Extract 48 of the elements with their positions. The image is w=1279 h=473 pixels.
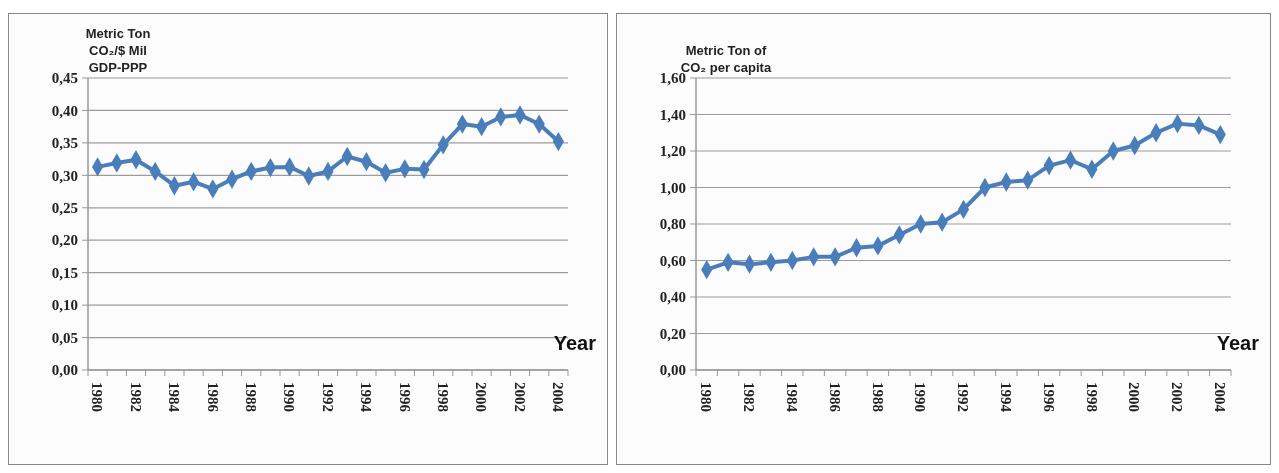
y-tick-label: 0,60: [659, 252, 686, 269]
y-tick-label: 1,20: [659, 143, 686, 160]
y-tick-label: 0,45: [51, 70, 78, 87]
y-tick-label: 1,40: [659, 106, 686, 123]
x-tick-label: 2002: [1169, 382, 1186, 412]
y-tick-label: 0,15: [51, 264, 78, 281]
x-tick-label: 1982: [741, 382, 758, 412]
x-tick-label: 2004: [550, 382, 567, 413]
x-tick-label: 1998: [434, 382, 451, 412]
y-tick-label: 0,40: [659, 289, 686, 306]
x-tick-label: 1994: [358, 382, 375, 413]
x-tick-label: 1996: [1040, 382, 1057, 413]
x-tick-label: 1982: [127, 382, 144, 412]
x-tick-label: 1984: [166, 382, 183, 413]
x-tick-label: 2004: [1212, 382, 1229, 413]
x-tick-label: 1984: [784, 382, 801, 413]
y-tick-label: 0,30: [51, 167, 78, 184]
y-tick-label: 0,00: [51, 362, 78, 379]
y-tick-label: 0,35: [51, 135, 78, 152]
x-axis-title: Year: [553, 332, 597, 354]
x-tick-label: 1998: [1083, 382, 1100, 412]
x-tick-label: 1990: [281, 382, 298, 412]
x-tick-label: 1986: [204, 382, 221, 413]
y-tick-label: 0,20: [51, 232, 78, 249]
x-tick-label: 2002: [511, 382, 528, 412]
y-tick-label: 0,10: [51, 297, 78, 314]
x-tick-label: 1986: [826, 382, 843, 413]
y-axis-title: Metric Ton of CO₂ per capita: [680, 43, 772, 75]
y-tick-label: 0,00: [659, 362, 686, 379]
x-tick-label: 1994: [998, 382, 1015, 413]
x-tick-label: 1996: [396, 382, 413, 413]
x-tick-label: 1988: [869, 382, 886, 412]
y-tick-label: 0,80: [659, 216, 686, 233]
x-tick-label: 1988: [242, 382, 259, 412]
x-tick-label: 1992: [319, 382, 336, 412]
y-tick-label: 0,40: [51, 102, 78, 119]
y-axis-title: Metric Ton CO₂/$ Mil GDP-PPP: [85, 26, 151, 75]
x-tick-label: 1980: [698, 382, 715, 412]
x-tick-label: 1990: [912, 382, 929, 412]
x-tick-label: 1980: [89, 382, 106, 412]
x-tick-label: 2000: [1126, 382, 1143, 412]
y-tick-label: 0,05: [51, 329, 78, 346]
x-tick-label: 1992: [955, 382, 972, 412]
y-tick-label: 0,25: [51, 200, 78, 217]
x-axis-title: Year: [1216, 332, 1260, 354]
y-tick-label: 0,20: [659, 325, 686, 342]
x-tick-label: 2000: [473, 382, 490, 412]
y-tick-label: 1,00: [659, 179, 686, 196]
